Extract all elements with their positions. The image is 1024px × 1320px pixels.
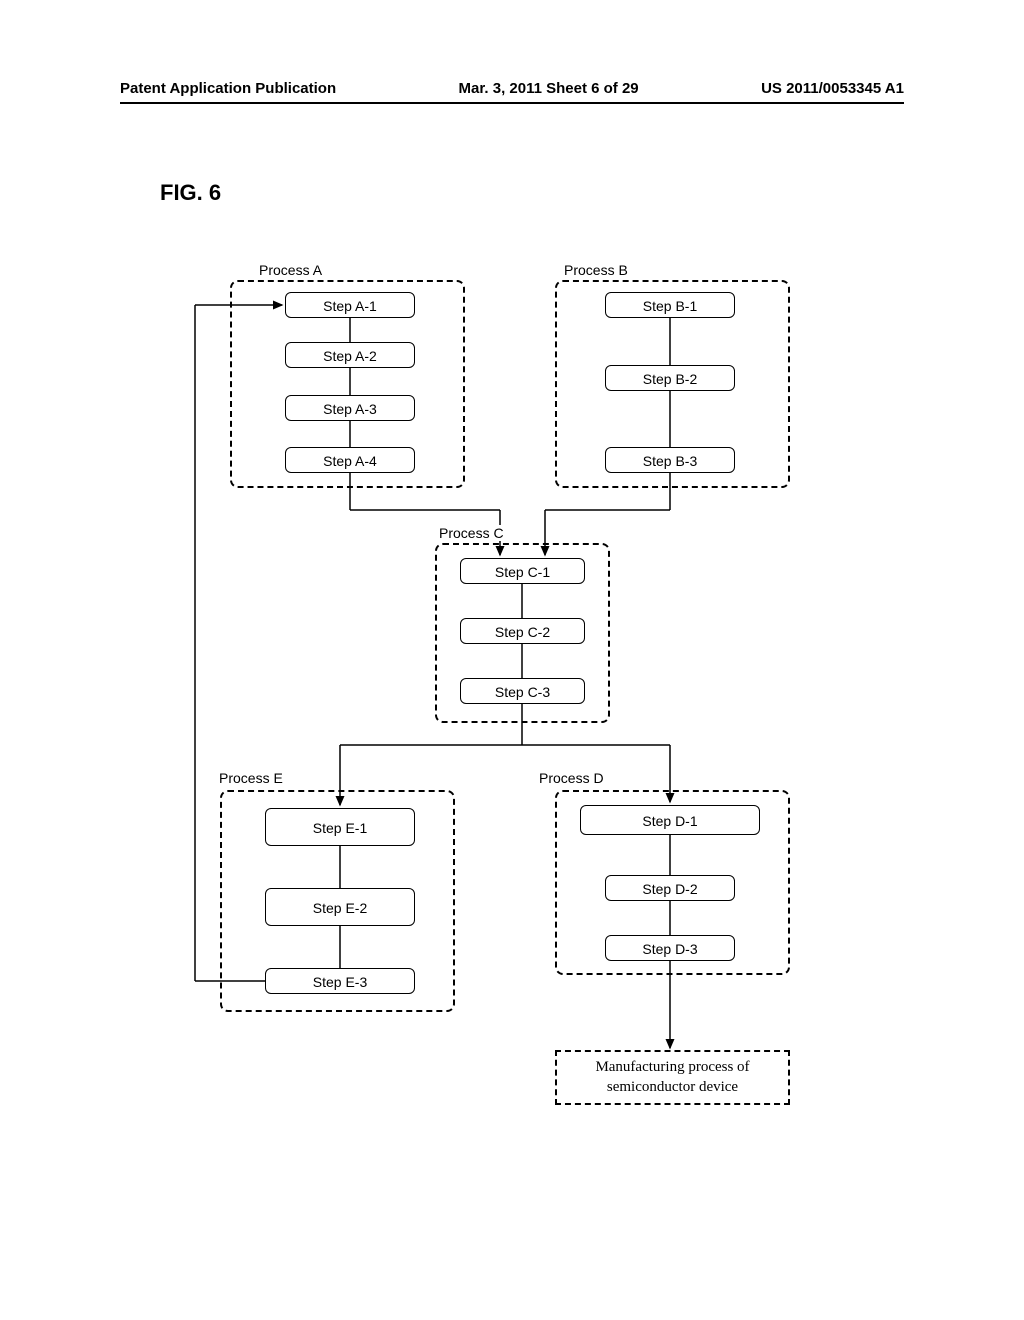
step-box: Step C-1	[460, 558, 585, 584]
step-box: Step D-2	[605, 875, 735, 901]
step-box: Step E-3	[265, 968, 415, 994]
figure-title: FIG. 6	[160, 180, 221, 206]
process-label-c: Process C	[435, 525, 508, 541]
page-header: Patent Application Publication Mar. 3, 2…	[0, 80, 1024, 97]
step-box: Step C-3	[460, 678, 585, 704]
step-box: Step D-1	[580, 805, 760, 835]
step-box: Step A-1	[285, 292, 415, 318]
step-box: Step B-2	[605, 365, 735, 391]
final-process-box: Manufacturing process ofsemiconductor de…	[555, 1050, 790, 1105]
step-box: Step A-2	[285, 342, 415, 368]
step-box: Step B-3	[605, 447, 735, 473]
header-divider	[120, 102, 904, 104]
step-box: Step E-2	[265, 888, 415, 926]
process-label-e: Process E	[215, 770, 287, 786]
step-box: Step B-1	[605, 292, 735, 318]
process-label-d: Process D	[535, 770, 608, 786]
step-box: Step A-3	[285, 395, 415, 421]
step-box: Step D-3	[605, 935, 735, 961]
flowchart-diagram: Process A Step A-1 Step A-2 Step A-3 Step A-…	[160, 250, 860, 1200]
step-box: Step C-2	[460, 618, 585, 644]
header-right: US 2011/0053345 A1	[761, 80, 904, 97]
process-label-a: Process A	[255, 262, 326, 278]
step-box: Step A-4	[285, 447, 415, 473]
header-left: Patent Application Publication	[120, 80, 336, 97]
header-center: Mar. 3, 2011 Sheet 6 of 29	[459, 80, 639, 97]
process-label-b: Process B	[560, 262, 632, 278]
step-box: Step E-1	[265, 808, 415, 846]
